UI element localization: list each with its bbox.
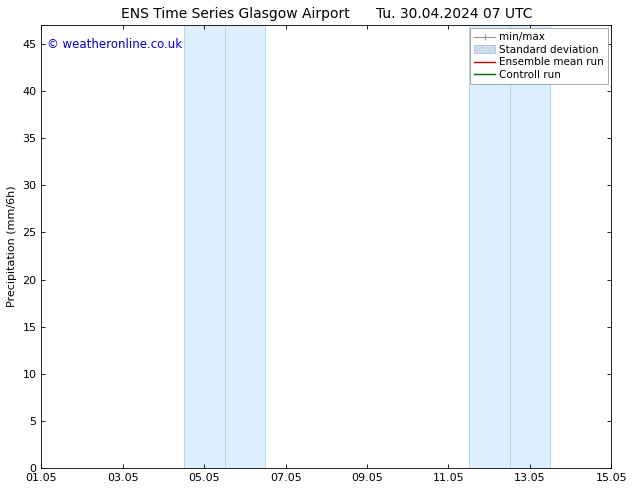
Bar	[184, 25, 265, 468]
Y-axis label: Precipitation (mm/6h): Precipitation (mm/6h)	[7, 186, 17, 307]
Text: © weatheronline.co.uk: © weatheronline.co.uk	[47, 38, 183, 51]
Title: ENS Time Series Glasgow Airport      Tu. 30.04.2024 07 UTC: ENS Time Series Glasgow Airport Tu. 30.0…	[120, 7, 532, 21]
Bar	[469, 25, 550, 468]
Legend: min/max, Standard deviation, Ensemble mean run, Controll run: min/max, Standard deviation, Ensemble me…	[470, 28, 608, 84]
